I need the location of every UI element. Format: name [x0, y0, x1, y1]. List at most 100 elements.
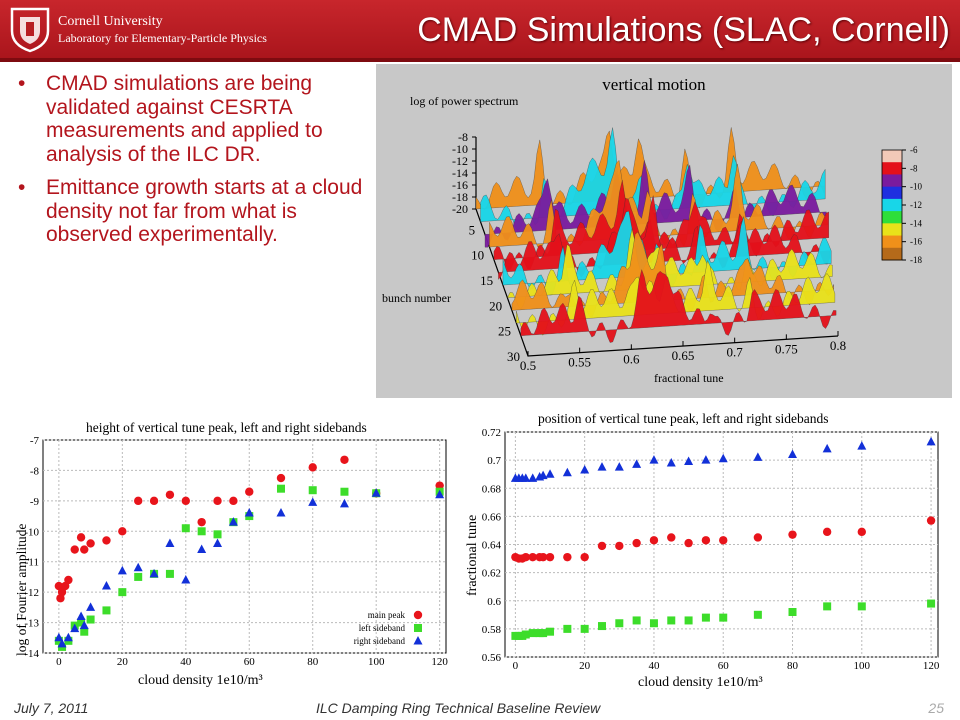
surface-ribbons	[475, 127, 837, 343]
legend-label-left-sideband: left sideband	[359, 623, 406, 633]
data-point-circle	[197, 517, 206, 527]
data-point-square	[563, 624, 572, 633]
y-tick-label: 0.58	[482, 624, 502, 636]
data-point-triangle	[718, 453, 728, 463]
data-point-triangle	[133, 562, 143, 572]
data-point-circle	[521, 552, 530, 562]
data-point-triangle	[684, 456, 694, 466]
data-point-triangle	[101, 581, 111, 590]
colorbar-swatch	[882, 186, 902, 200]
surface-ribbon	[516, 260, 836, 336]
y-tick-label: 0.62	[482, 568, 501, 580]
z-tick-label: -14	[452, 166, 468, 180]
plot-frame	[42, 439, 447, 654]
left-chart-legend: main peak left sideband right sideband	[354, 610, 423, 646]
x-tick-label: 80	[307, 656, 319, 668]
data-point-circle	[118, 527, 127, 536]
data-point-triangle	[244, 508, 254, 517]
data-point-circle	[684, 538, 693, 548]
data-point-circle	[76, 533, 86, 542]
data-point-circle	[857, 527, 866, 537]
colorbar-swatch	[882, 211, 902, 224]
data-point-triangle	[562, 467, 572, 477]
data-point-triangle	[79, 620, 89, 630]
data-point-square	[521, 630, 530, 639]
surface-x-ticks: 0.5 0.55 0.6 0.65 0.7 0.75 0.8	[520, 331, 846, 373]
colorbar-tick-label: -14	[910, 218, 922, 228]
data-point-circle	[245, 487, 254, 496]
x-tick-label: 20	[117, 656, 129, 668]
legend-marker-right-sideband	[413, 636, 423, 645]
data-point-circle	[340, 455, 349, 464]
x-tick-label: 0.65	[672, 348, 695, 363]
right-chart-title: position of vertical tune peak, left and…	[538, 411, 829, 426]
data-point-triangle	[649, 455, 659, 464]
data-point-triangle	[701, 455, 711, 464]
left-chart-title: height of vertical tune peak, left and r…	[86, 420, 367, 435]
surface-plot: vertical motion log of power spectrum bu…	[382, 75, 922, 385]
colorbar-tick-label: -10	[910, 182, 922, 192]
data-point-circle	[545, 552, 555, 562]
data-point-circle	[229, 496, 238, 506]
data-point-triangle	[580, 464, 590, 474]
data-point-triangle	[54, 632, 64, 642]
right-chart-ticks: 0.56 0.58 0.6 0.62 0.64 0.66 0.68 0.7 0.72 0 20 40 6…	[482, 427, 940, 672]
legend-marker-left-sideband	[414, 624, 422, 632]
data-point-triangle	[308, 497, 318, 506]
data-point-square	[597, 622, 606, 631]
y-tick-label: -12	[24, 587, 39, 599]
bullet-text: Emittance growth starts at a cloud densi…	[46, 176, 363, 246]
data-point-square	[134, 572, 143, 581]
y-tick-label: 5	[469, 222, 476, 237]
bullet-marker: •	[18, 176, 26, 199]
data-point-circle	[80, 545, 89, 554]
bullet-marker: •	[18, 72, 26, 95]
data-point-triangle	[857, 441, 867, 450]
surface-ribbon	[507, 228, 833, 310]
right-chart-xlabel: cloud density 1e10/m³	[638, 675, 763, 690]
data-point-triangle	[228, 517, 238, 526]
right-chart-ylabel: fractional tune	[465, 515, 480, 596]
page-number: 25	[928, 700, 944, 716]
university-name: Cornell University	[58, 14, 163, 29]
data-point-triangle	[528, 473, 538, 482]
left-chart-ylabel: log of Fourier amplitude	[14, 524, 29, 656]
y-tick-label: -14	[24, 648, 39, 660]
data-point-triangle	[276, 508, 286, 517]
data-point-square	[667, 616, 676, 625]
data-point-square	[80, 627, 89, 636]
y-tick-label: 30	[507, 349, 520, 364]
data-point-square	[340, 487, 349, 496]
data-point-triangle	[521, 473, 531, 482]
bullet-item: • Emittance growth starts at a cloud dens…	[18, 176, 378, 247]
bullet-item: • CMAD simulations are being validated ag…	[18, 72, 378, 166]
data-point-square	[181, 524, 190, 533]
data-point-circle	[102, 536, 111, 545]
colorbar-swatch	[882, 247, 902, 261]
data-point-circle	[213, 496, 222, 506]
data-point-triangle	[753, 452, 763, 461]
y-tick-label: -10	[24, 526, 39, 538]
data-point-circle	[528, 552, 537, 562]
x-tick-label: 0	[56, 656, 62, 668]
header-band: Cornell University Laboratory for Elemen…	[0, 0, 960, 62]
bullet-list: • CMAD simulations are being validated ag…	[18, 72, 378, 257]
data-point-circle	[70, 545, 79, 554]
data-point-triangle	[545, 469, 555, 478]
data-point-circle	[719, 536, 728, 545]
data-point-circle	[276, 473, 286, 483]
x-tick-label: 20	[579, 660, 591, 672]
x-tick-label: 100	[854, 660, 871, 672]
data-point-circle	[788, 530, 797, 539]
data-point-circle	[165, 490, 175, 499]
data-point-circle	[753, 533, 763, 542]
data-point-circle	[926, 516, 936, 525]
colorbar-swatch	[882, 150, 902, 163]
right-chart-grid	[504, 431, 939, 658]
data-point-triangle	[435, 489, 445, 499]
x-tick-label: 120	[431, 656, 448, 668]
data-point-square	[753, 610, 762, 619]
data-point-square	[86, 615, 95, 624]
colorbar-swatch	[882, 223, 902, 237]
z-tick-label: -18	[452, 190, 468, 204]
